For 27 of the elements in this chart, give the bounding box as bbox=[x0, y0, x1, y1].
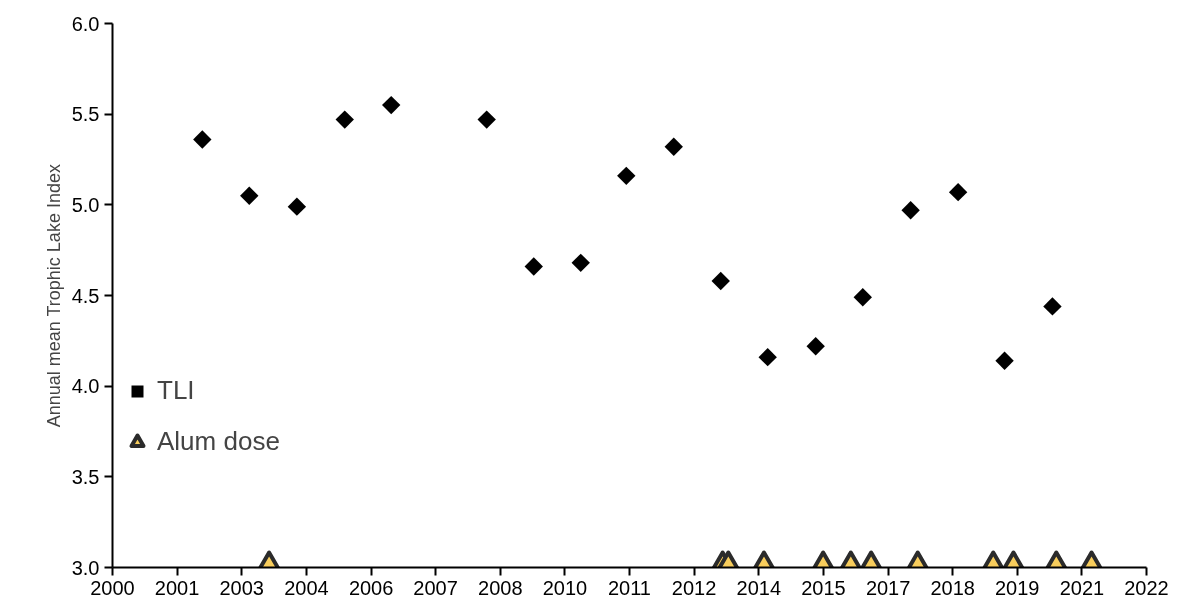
y-axis-title: Annual mean Trophic Lake Index bbox=[43, 164, 64, 428]
x-tick-label: 2019 bbox=[994, 576, 1040, 599]
y-tick-label: 4.5 bbox=[71, 284, 100, 307]
y-tick-label: 4.0 bbox=[71, 375, 100, 398]
legend-label: Alum dose bbox=[157, 426, 280, 457]
x-tick-label: 2015 bbox=[801, 576, 846, 599]
x-tick-label: 2012 bbox=[671, 576, 717, 599]
y-tick-label: 5.5 bbox=[71, 103, 100, 126]
y-tick-label: 3.5 bbox=[71, 465, 100, 488]
x-tick-label: 2017 bbox=[865, 576, 911, 599]
x-tick-label: 2004 bbox=[284, 576, 329, 599]
x-tick-label: 2010 bbox=[542, 576, 588, 599]
y-tick-label: 5.0 bbox=[71, 193, 100, 216]
x-tick-label: 2000 bbox=[90, 576, 135, 599]
y-tick-label: 3.0 bbox=[71, 556, 100, 579]
x-tick-label: 2008 bbox=[478, 576, 523, 599]
x-tick-label: 2014 bbox=[736, 576, 782, 599]
x-tick-label: 2011 bbox=[608, 576, 652, 599]
x-tick-label: 2003 bbox=[219, 576, 264, 599]
x-tick-label: 2006 bbox=[348, 576, 394, 599]
legend-label: TLI bbox=[157, 375, 195, 406]
x-tick-label: 2001 bbox=[154, 576, 200, 599]
x-tick-label: 2018 bbox=[930, 576, 975, 599]
x-tick-label: 2021 bbox=[1059, 576, 1105, 599]
y-tick-label: 6.0 bbox=[71, 12, 100, 35]
x-tick-label: 2022 bbox=[1124, 576, 1169, 599]
x-tick-label: 2007 bbox=[413, 576, 458, 599]
